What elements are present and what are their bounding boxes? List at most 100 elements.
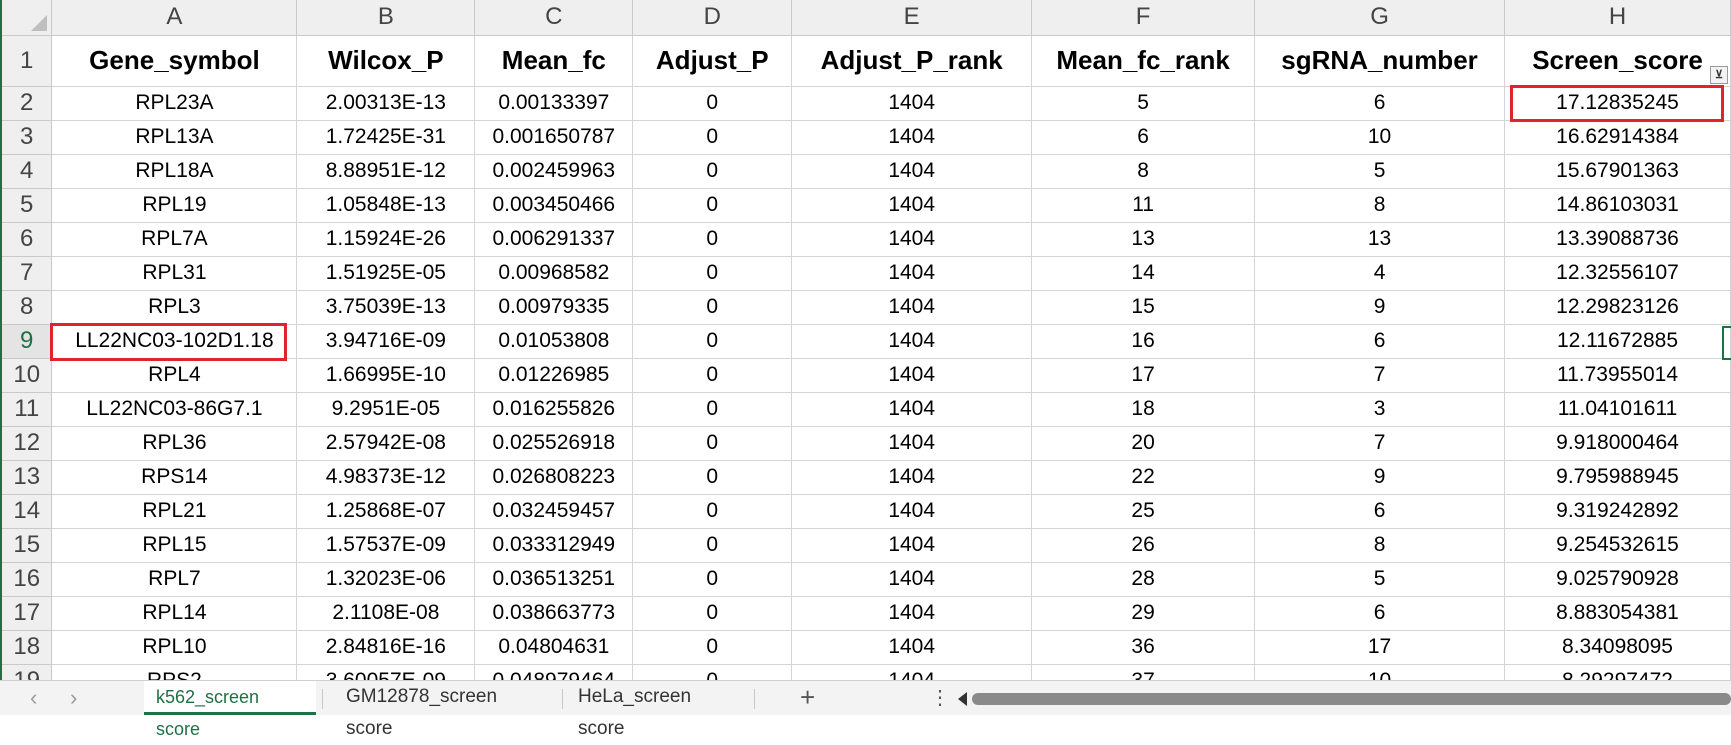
cell-adjust-p[interactable]: 0	[632, 324, 793, 359]
cell-adjust-p-rank[interactable]: 1404	[791, 596, 1033, 631]
cell-mean-fc[interactable]: 0.00979335	[474, 290, 634, 325]
cell-wilcox-p[interactable]: 1.05848E-13	[296, 188, 476, 223]
cell-adjust-p[interactable]: 0	[632, 222, 793, 257]
cell-gene-symbol[interactable]: RPL21	[51, 494, 298, 529]
cell-adjust-p[interactable]: 0	[632, 120, 793, 155]
cell-mean-fc-rank[interactable]: 26	[1031, 528, 1256, 563]
cell-mean-fc[interactable]: 0.016255826	[474, 392, 634, 427]
cell-mean-fc-rank[interactable]: 37	[1031, 664, 1256, 680]
row-header[interactable]: 16	[2, 562, 53, 597]
cell-mean-fc[interactable]: 0.036513251	[474, 562, 634, 597]
cell-mean-fc[interactable]: 0.04804631	[474, 630, 634, 665]
cell-adjust-p-rank[interactable]: 1404	[791, 426, 1033, 461]
cell-adjust-p[interactable]: 0	[632, 630, 793, 665]
row-header[interactable]: 14	[2, 494, 53, 529]
cell-adjust-p-rank[interactable]: 1404	[791, 86, 1033, 121]
cell-wilcox-p[interactable]: 4.98373E-12	[296, 460, 476, 495]
row-header[interactable]: 2	[2, 86, 53, 121]
cell-wilcox-p[interactable]: 1.25868E-07	[296, 494, 476, 529]
cell-mean-fc-rank[interactable]: 20	[1031, 426, 1256, 461]
cell-sgrna-number[interactable]: 10	[1254, 664, 1505, 680]
row-header[interactable]: 15	[2, 528, 53, 563]
cell-mean-fc[interactable]: 0.038663773	[474, 596, 634, 631]
cell-sgrna-number[interactable]: 6	[1254, 324, 1505, 359]
cell-adjust-p[interactable]: 0	[632, 256, 793, 291]
header-cell-mean-fc[interactable]: Mean_fc	[474, 35, 634, 87]
cell-gene-symbol[interactable]: RPL36	[51, 426, 298, 461]
cell-screen-score[interactable]: 15.67901363	[1504, 154, 1731, 189]
horizontal-scrollbar-thumb[interactable]	[972, 693, 1731, 705]
row-header[interactable]: 5	[2, 188, 53, 223]
cell-gene-symbol[interactable]: RPL7	[51, 562, 298, 597]
header-cell-screen-score[interactable]: Screen_score ⊻	[1504, 35, 1731, 87]
cell-gene-symbol[interactable]: RPL3	[51, 290, 298, 325]
cell-sgrna-number[interactable]: 9	[1254, 460, 1505, 495]
cell-adjust-p[interactable]: 0	[632, 426, 793, 461]
cell-sgrna-number[interactable]: 17	[1254, 630, 1505, 665]
cell-adjust-p-rank[interactable]: 1404	[791, 290, 1033, 325]
scroll-left-icon[interactable]	[958, 692, 967, 706]
cell-screen-score[interactable]: 14.86103031	[1504, 188, 1731, 223]
cell-sgrna-number[interactable]: 4	[1254, 256, 1505, 291]
cell-gene-symbol[interactable]: RPL19	[51, 188, 298, 223]
cell-mean-fc-rank[interactable]: 18	[1031, 392, 1256, 427]
cell-wilcox-p[interactable]: 1.72425E-31	[296, 120, 476, 155]
cell-mean-fc-rank[interactable]: 29	[1031, 596, 1256, 631]
cell-adjust-p-rank[interactable]: 1404	[791, 528, 1033, 563]
cell-mean-fc[interactable]: 0.033312949	[474, 528, 634, 563]
add-sheet-icon[interactable]: +	[800, 682, 816, 712]
cell-mean-fc[interactable]: 0.006291337	[474, 222, 634, 257]
header-cell-sgrna-number[interactable]: sgRNA_number	[1254, 35, 1505, 87]
cell-sgrna-number[interactable]: 5	[1254, 562, 1505, 597]
more-options-icon[interactable]: ⋮	[930, 687, 950, 709]
row-header[interactable]: 13	[2, 460, 53, 495]
header-cell-adjust-p-rank[interactable]: Adjust_P_rank	[791, 35, 1033, 87]
column-header-e[interactable]: E	[791, 0, 1033, 36]
cell-mean-fc[interactable]: 0.00133397	[474, 86, 634, 121]
cell-screen-score[interactable]: 12.29823126	[1504, 290, 1731, 325]
row-header[interactable]: 8	[2, 290, 53, 325]
row-header[interactable]: 17	[2, 596, 53, 631]
row-header[interactable]: 12	[2, 426, 53, 461]
cell-mean-fc-rank[interactable]: 8	[1031, 154, 1256, 189]
cell-wilcox-p[interactable]: 1.32023E-06	[296, 562, 476, 597]
cell-adjust-p[interactable]: 0	[632, 358, 793, 393]
cell-mean-fc[interactable]: 0.026808223	[474, 460, 634, 495]
cell-gene-symbol[interactable]: RPL15	[51, 528, 298, 563]
cell-adjust-p[interactable]: 0	[632, 154, 793, 189]
cell-wilcox-p[interactable]: 9.2951E-05	[296, 392, 476, 427]
cell-mean-fc[interactable]: 0.003450466	[474, 188, 634, 223]
cell-adjust-p-rank[interactable]: 1404	[791, 120, 1033, 155]
cell-mean-fc[interactable]: 0.002459963	[474, 154, 634, 189]
cell-mean-fc[interactable]: 0.032459457	[474, 494, 634, 529]
cell-wilcox-p[interactable]: 2.1108E-08	[296, 596, 476, 631]
cell-sgrna-number[interactable]: 9	[1254, 290, 1505, 325]
cell-adjust-p-rank[interactable]: 1404	[791, 460, 1033, 495]
row-header[interactable]: 9	[2, 324, 53, 359]
cell-adjust-p[interactable]: 0	[632, 86, 793, 121]
cell-mean-fc[interactable]: 0.025526918	[474, 426, 634, 461]
chevron-left-icon[interactable]: ‹	[30, 685, 38, 710]
cell-adjust-p-rank[interactable]: 1404	[791, 494, 1033, 529]
cell-screen-score[interactable]: 8.29297472	[1504, 664, 1731, 680]
cell-sgrna-number[interactable]: 5	[1254, 154, 1505, 189]
cell-gene-symbol[interactable]: RPS2	[51, 664, 298, 680]
row-header[interactable]: 19	[2, 664, 53, 680]
cell-adjust-p-rank[interactable]: 1404	[791, 324, 1033, 359]
cell-mean-fc-rank[interactable]: 11	[1031, 188, 1256, 223]
row-header[interactable]: 6	[2, 222, 53, 257]
column-header-c[interactable]: C	[474, 0, 634, 36]
tab-gm12878-screen-score[interactable]: GM12878_screen score	[346, 686, 498, 739]
cell-gene-symbol[interactable]: RPL23A	[51, 86, 298, 121]
cell-wilcox-p[interactable]: 1.57537E-09	[296, 528, 476, 563]
cell-wilcox-p[interactable]: 3.94716E-09	[296, 324, 476, 359]
cell-mean-fc[interactable]: 0.001650787	[474, 120, 634, 155]
cell-adjust-p-rank[interactable]: 1404	[791, 630, 1033, 665]
cell-mean-fc-rank[interactable]: 15	[1031, 290, 1256, 325]
cell-mean-fc-rank[interactable]: 17	[1031, 358, 1256, 393]
cell-wilcox-p[interactable]: 1.66995E-10	[296, 358, 476, 393]
cell-mean-fc-rank[interactable]: 22	[1031, 460, 1256, 495]
cell-wilcox-p[interactable]: 2.84816E-16	[296, 630, 476, 665]
cell-mean-fc-rank[interactable]: 14	[1031, 256, 1256, 291]
cell-sgrna-number[interactable]: 3	[1254, 392, 1505, 427]
